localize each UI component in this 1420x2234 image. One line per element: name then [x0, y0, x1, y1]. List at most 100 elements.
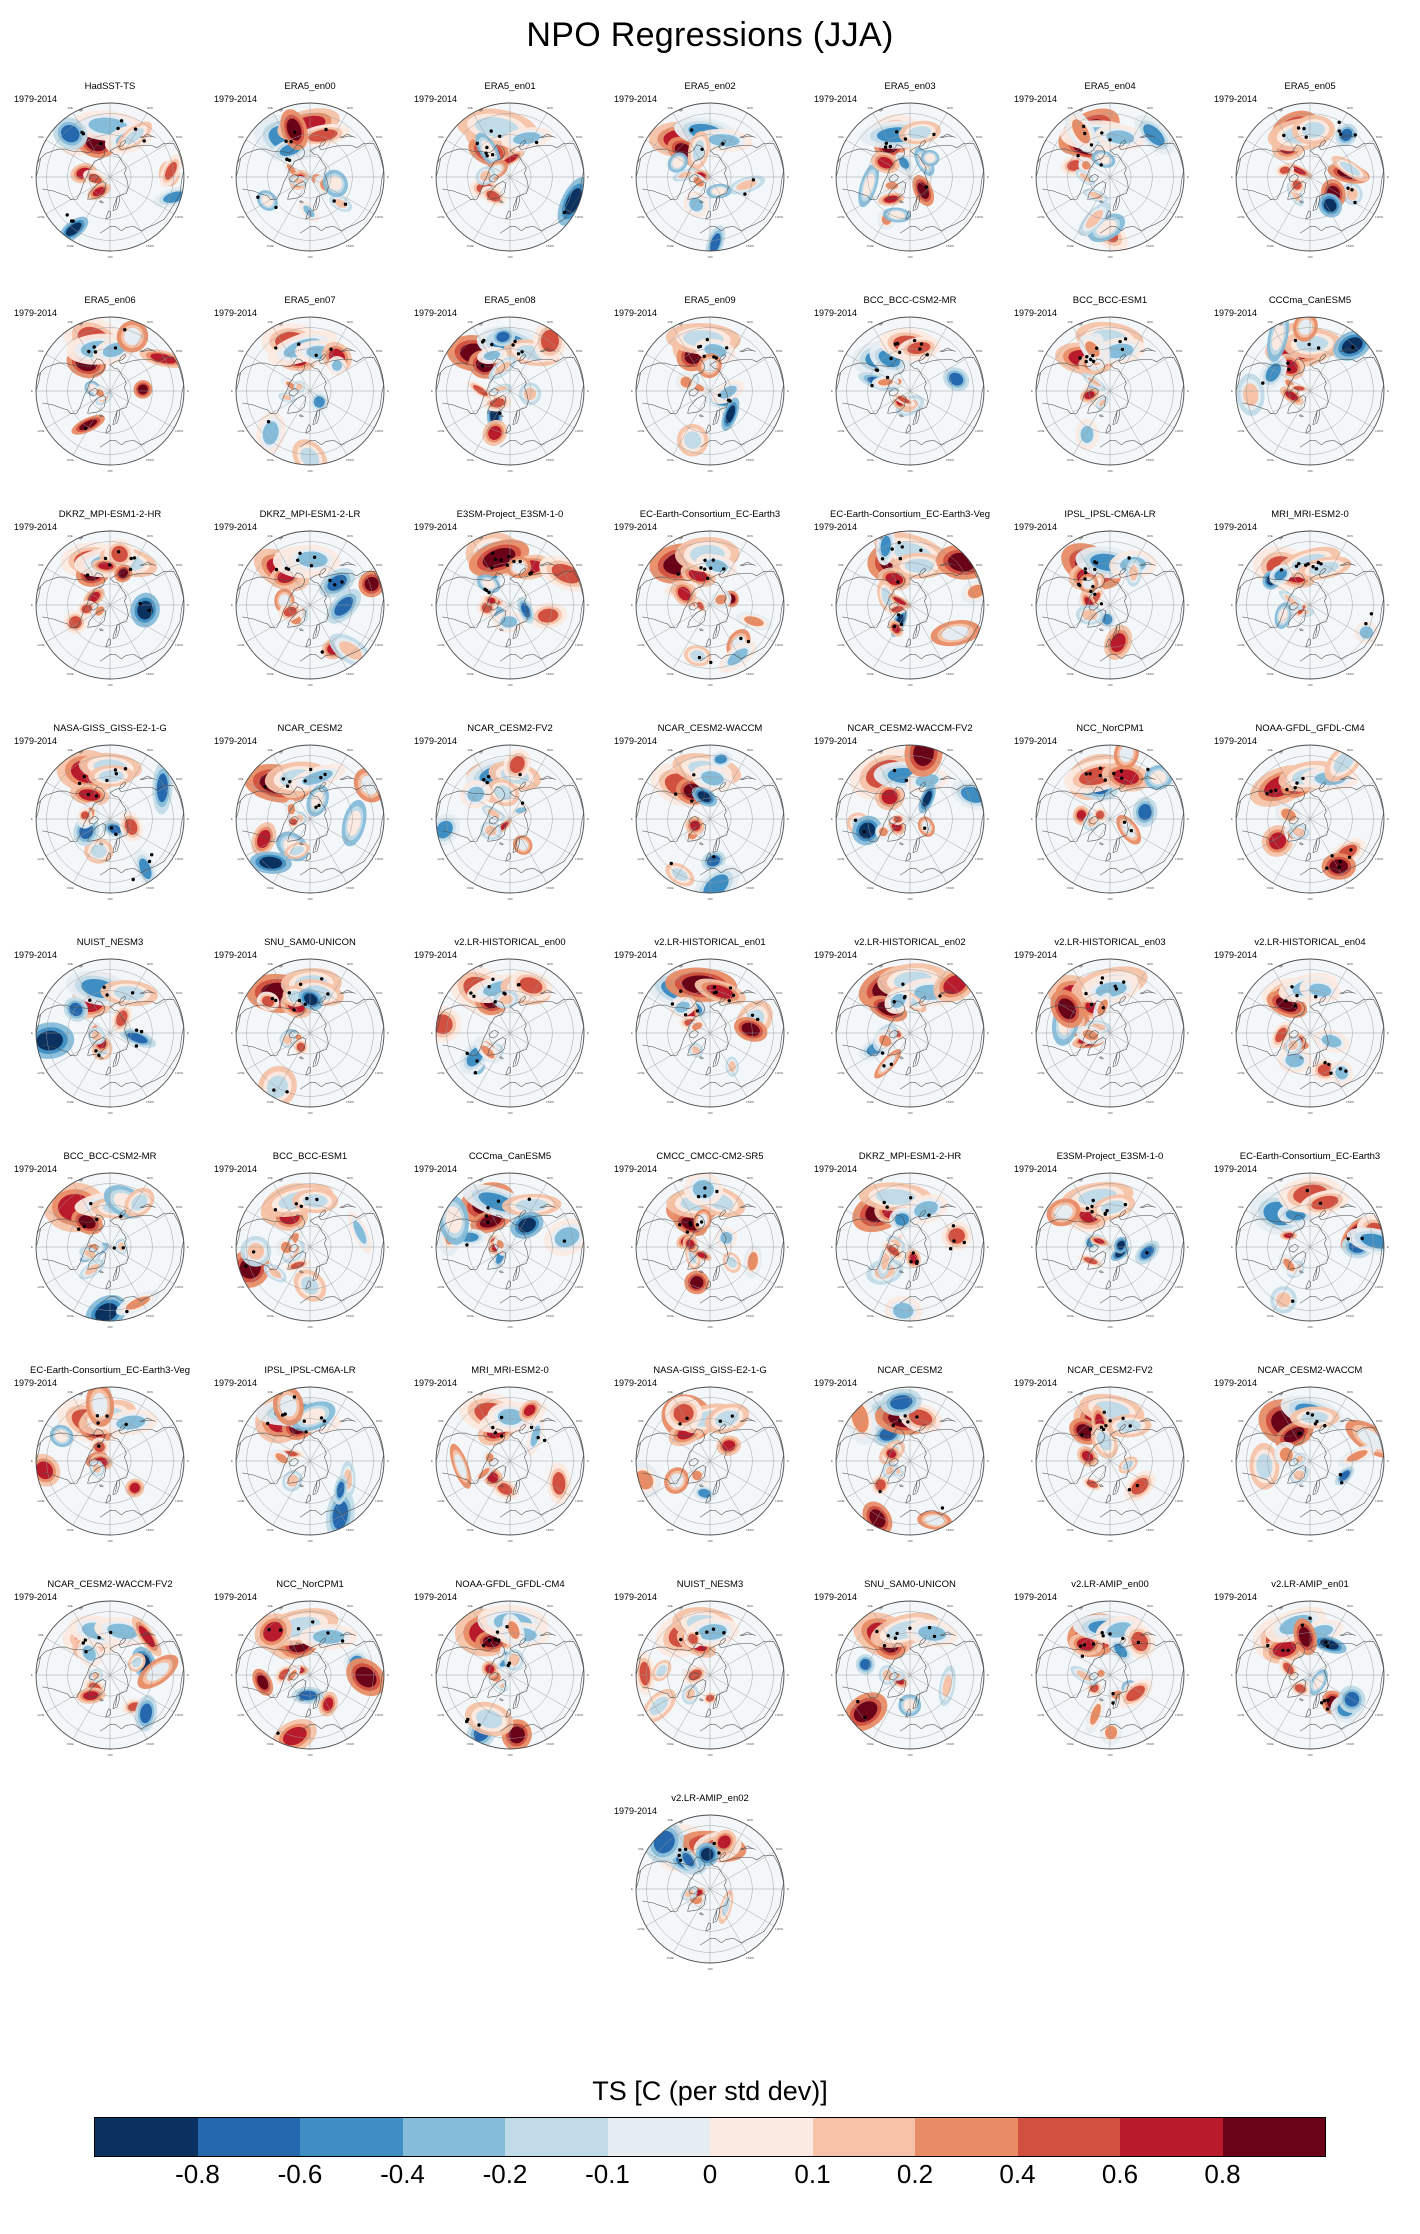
map-panel[interactable]: v2.LR-AMIP_en01 1979-2014 180 150W 120W 90W 60… — [1210, 1576, 1410, 1790]
svg-text:150W: 150W — [1146, 672, 1154, 676]
map-panel[interactable]: ERA5_en07 1979-2014 180 150W 120W 90W 60W 30W 0 3… — [210, 292, 410, 506]
map-panel[interactable]: v2.LR-AMIP_en02 1979-2014 180 150W 120W 90W 60… — [610, 1790, 810, 2004]
map-panel[interactable]: NCC_NorCPM1 1979-2014 180 150W 120W 90W 60W 30W… — [1010, 720, 1210, 934]
colorbar-cell — [710, 2118, 813, 2156]
svg-text:150E: 150E — [66, 1314, 73, 1318]
map-panel[interactable]: NCAR_CESM2-FV2 1979-2014 180 150W 120W 90W 60W… — [410, 720, 610, 934]
svg-text:90W: 90W — [187, 1031, 189, 1035]
map-panel[interactable]: ERA5_en09 1979-2014 180 150W 120W 90W 60W 30W 0 3… — [610, 292, 810, 506]
panel-title: BCC_BCC-CSM2-MR — [63, 1151, 157, 1162]
map-panel[interactable]: NUIST_NESM3 1979-2014 180 150W 120W 90W 60W 30W… — [10, 934, 210, 1148]
map-panel[interactable]: NASA-GISS_GISS-E2-1-G 1979-2014 180 150W 120… — [10, 720, 210, 934]
map-panel[interactable]: NCAR_CESM2-WACCM 1979-2014 180 150W 120W 90W 6… — [1210, 1362, 1410, 1576]
svg-text:60E: 60E — [38, 1205, 44, 1209]
svg-text:30E: 30E — [467, 962, 473, 966]
map-panel[interactable]: IPSL_IPSL-CM6A-LR 1979-2014 180 150W 120W 90W… — [1010, 506, 1210, 720]
svg-text:120E: 120E — [237, 1285, 244, 1289]
svg-text:120W: 120W — [775, 1713, 783, 1717]
map-panel[interactable]: NOAA-GFDL_GFDL-CM4 1979-2014 180 150W 120W 90… — [1210, 720, 1410, 934]
svg-text:150E: 150E — [866, 672, 873, 676]
map-panel[interactable]: SNU_SAM0-UNICON 1979-2014 180 150W 120W 90W 60… — [810, 1576, 1010, 1790]
svg-text:120E: 120E — [1037, 857, 1044, 861]
svg-text:0: 0 — [309, 740, 311, 741]
svg-text:30W: 30W — [547, 1390, 553, 1394]
map-panel[interactable]: BCC_BCC-ESM1 1979-2014 180 150W 120W 90W 60W 30… — [210, 1148, 410, 1362]
map-panel[interactable]: CMCC_CMCC-CM2-SR5 1979-2014 180 150W 120W 90W… — [610, 1148, 810, 1362]
svg-text:150E: 150E — [466, 672, 473, 676]
svg-text:150W: 150W — [346, 886, 354, 890]
colorbar[interactable] — [94, 2117, 1326, 2157]
map-panel[interactable]: v2.LR-HISTORICAL_en03 1979-2014 180 150W 120… — [1010, 934, 1210, 1148]
polar-map: 180 150W 120W 90W 60W 30W 0 30E 60E 90E 120E 150E — [831, 1168, 989, 1358]
map-panel[interactable]: E3SM-Project_E3SM-1-0 1979-2014 180 150W 120… — [1010, 1148, 1210, 1362]
map-panel[interactable]: ERA5_en05 1979-2014 180 150W 120W 90W 60W 30W 0 3… — [1210, 78, 1410, 292]
svg-text:90E: 90E — [1031, 1459, 1033, 1463]
map-panel[interactable]: ERA5_en02 1979-2014 180 150W 120W 90W 60W 30W 0 3… — [610, 78, 810, 292]
map-panel[interactable]: EC-Earth-Consortium_EC-Earth3 1979-2014 18… — [610, 506, 810, 720]
svg-text:90W: 90W — [1187, 1459, 1189, 1463]
map-panel[interactable]: ERA5_en08 1979-2014 180 150W 120W 90W 60W 30W 0 3… — [410, 292, 610, 506]
map-panel[interactable]: v2.LR-HISTORICAL_en01 1979-2014 180 150W 120… — [610, 934, 810, 1148]
map-panel[interactable]: BCC_BCC-CSM2-MR 1979-2014 180 150W 120W 90W 60… — [10, 1148, 210, 1362]
map-panel[interactable]: NCAR_CESM2-WACCM-FV2 1979-2014 180 150W 120W… — [810, 720, 1010, 934]
map-panel[interactable]: EC-Earth-Consortium_EC-Earth3-Veg 1979-20… — [810, 506, 1010, 720]
map-panel[interactable]: SNU_SAM0-UNICON 1979-2014 180 150W 120W 90W 60… — [210, 934, 410, 1148]
svg-text:180: 180 — [107, 683, 112, 687]
map-panel[interactable]: v2.LR-HISTORICAL_en00 1979-2014 180 150W 120… — [410, 934, 610, 1148]
map-panel[interactable]: MRI_MRI-ESM2-0 1979-2014 180 150W 120W 90W 60W… — [410, 1362, 610, 1576]
map-panel[interactable]: E3SM-Project_E3SM-1-0 1979-2014 180 150W 120… — [410, 506, 610, 720]
map-panel[interactable]: HadSST-TS 1979-2014 180 150W 120W 90W 60W 30W 0 3… — [10, 78, 210, 292]
map-panel[interactable]: NCAR_CESM2 1979-2014 180 150W 120W 90W 60W 30W 0… — [810, 1362, 1010, 1576]
map-panel[interactable]: CCCma_CanESM5 1979-2014 180 150W 120W 90W 60W 3… — [1210, 292, 1410, 506]
map-panel[interactable]: v2.LR-AMIP_en00 1979-2014 180 150W 120W 90W 60… — [1010, 1576, 1210, 1790]
svg-text:0: 0 — [509, 954, 511, 955]
map-panel[interactable]: IPSL_IPSL-CM6A-LR 1979-2014 180 150W 120W 90W… — [210, 1362, 410, 1576]
map-panel[interactable]: NCAR_CESM2-WACCM-FV2 1979-2014 180 150W 120W… — [10, 1576, 210, 1790]
map-panel[interactable]: NCAR_CESM2 1979-2014 180 150W 120W 90W 60W 30W 0… — [210, 720, 410, 934]
map-panel[interactable]: NOAA-GFDL_GFDL-CM4 1979-2014 180 150W 120W 90… — [410, 1576, 610, 1790]
map-panel[interactable]: v2.LR-HISTORICAL_en02 1979-2014 180 150W 120… — [810, 934, 1010, 1148]
panel-title: EC-Earth-Consortium_EC-Earth3 — [639, 509, 781, 520]
map-panel[interactable]: NUIST_NESM3 1979-2014 180 150W 120W 90W 60W 30W… — [610, 1576, 810, 1790]
svg-text:30W: 30W — [147, 106, 153, 110]
map-panel[interactable]: EC-Earth-Consortium_EC-Earth3 1979-2014 18… — [1210, 1148, 1410, 1362]
svg-text:150E: 150E — [266, 1742, 273, 1746]
map-panel[interactable]: ERA5_en06 1979-2014 180 150W 120W 90W 60W 30W 0 3… — [10, 292, 210, 506]
svg-text:120W: 120W — [1175, 429, 1183, 433]
svg-text:60W: 60W — [1376, 1419, 1382, 1423]
map-panel[interactable]: MRI_MRI-ESM2-0 1979-2014 180 150W 120W 90W 60W… — [1210, 506, 1410, 720]
map-panel[interactable]: ERA5_en03 1979-2014 180 150W 120W 90W 60W 30W 0 3… — [810, 78, 1010, 292]
svg-text:150E: 150E — [266, 886, 273, 890]
map-panel[interactable]: ERA5_en04 1979-2014 180 150W 120W 90W 60W 30W 0 3… — [1010, 78, 1210, 292]
map-panel[interactable]: BCC_BCC-CSM2-MR 1979-2014 180 150W 120W 90W 60… — [810, 292, 1010, 506]
svg-text:0: 0 — [509, 312, 511, 313]
map-panel[interactable]: NCAR_CESM2-WACCM 1979-2014 180 150W 120W 90W 6… — [610, 720, 810, 934]
map-panel[interactable]: BCC_BCC-ESM1 1979-2014 180 150W 120W 90W 60W 30… — [1010, 292, 1210, 506]
map-panel[interactable]: v2.LR-HISTORICAL_en04 1979-2014 180 150W 120… — [1210, 934, 1410, 1148]
map-panel[interactable]: CCCma_CanESM5 1979-2014 180 150W 120W 90W 60W 3… — [410, 1148, 610, 1362]
map-panel[interactable]: NCAR_CESM2-FV2 1979-2014 180 150W 120W 90W 60W… — [1010, 1362, 1210, 1576]
svg-text:150E: 150E — [66, 1100, 73, 1104]
svg-text:150E: 150E — [666, 1956, 673, 1960]
map-panel[interactable]: ERA5_en00 1979-2014 180 150W 120W 90W 60W 30W 0 3… — [210, 78, 410, 292]
svg-text:60E: 60E — [638, 1633, 644, 1637]
panel-title: NOAA-GFDL_GFDL-CM4 — [1255, 723, 1365, 734]
map-panel[interactable]: NCC_NorCPM1 1979-2014 180 150W 120W 90W 60W 30W… — [210, 1576, 410, 1790]
svg-text:30W: 30W — [947, 1176, 953, 1180]
svg-text:120W: 120W — [1375, 1713, 1383, 1717]
svg-text:90W: 90W — [187, 1673, 189, 1677]
svg-text:0: 0 — [509, 1382, 511, 1383]
svg-text:30E: 30E — [867, 320, 873, 324]
svg-text:180: 180 — [307, 897, 312, 901]
map-panel[interactable]: ERA5_en01 1979-2014 180 150W 120W 90W 60W 30W 0 3… — [410, 78, 610, 292]
svg-text:90W: 90W — [387, 1031, 389, 1035]
svg-text:90E: 90E — [1231, 1031, 1233, 1035]
svg-text:0: 0 — [709, 312, 711, 313]
svg-text:90W: 90W — [1187, 1031, 1189, 1035]
map-panel[interactable]: NASA-GISS_GISS-E2-1-G 1979-2014 180 150W 120… — [610, 1362, 810, 1576]
colorbar-cell — [812, 2118, 915, 2156]
map-panel[interactable]: EC-Earth-Consortium_EC-Earth3-Veg 1979-20… — [10, 1362, 210, 1576]
